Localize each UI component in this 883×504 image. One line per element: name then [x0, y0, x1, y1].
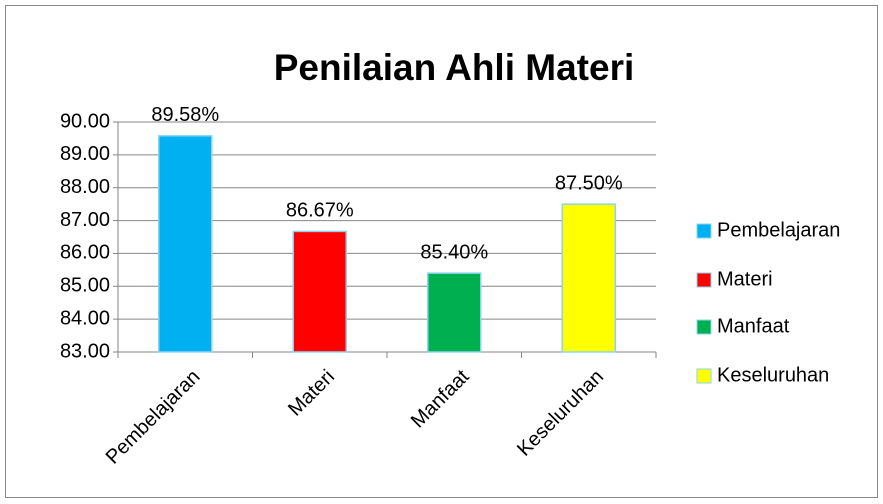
legend-label: Pembelajaran — [717, 219, 840, 241]
bar — [427, 272, 482, 353]
data-label: 85.40% — [420, 241, 488, 263]
y-tick-label: 90.00 — [60, 110, 110, 132]
legend-label: Keseluruhan — [717, 364, 829, 386]
legend-swatch — [696, 223, 712, 239]
y-tick-label: 83.00 — [60, 340, 110, 362]
y-tick-label: 88.00 — [60, 176, 110, 198]
chart-frame — [5, 5, 878, 498]
bar — [561, 203, 616, 353]
data-label: 86.67% — [286, 200, 354, 222]
y-tick-label: 89.00 — [60, 143, 110, 165]
legend-swatch — [696, 319, 712, 335]
y-tick-label: 84.00 — [60, 307, 110, 329]
bar — [158, 135, 213, 353]
legend-swatch — [696, 272, 712, 288]
bar — [292, 230, 347, 353]
data-label: 87.50% — [555, 172, 623, 194]
y-tick-label: 87.00 — [60, 209, 110, 231]
legend-label: Materi — [717, 268, 773, 290]
legend-swatch — [696, 368, 712, 384]
y-tick-label: 85.00 — [60, 275, 110, 297]
y-tick-label: 86.00 — [60, 242, 110, 264]
legend-label: Manfaat — [717, 315, 790, 337]
data-label: 89.58% — [151, 104, 219, 126]
chart-title: Penilaian Ahli Materi — [274, 47, 635, 88]
